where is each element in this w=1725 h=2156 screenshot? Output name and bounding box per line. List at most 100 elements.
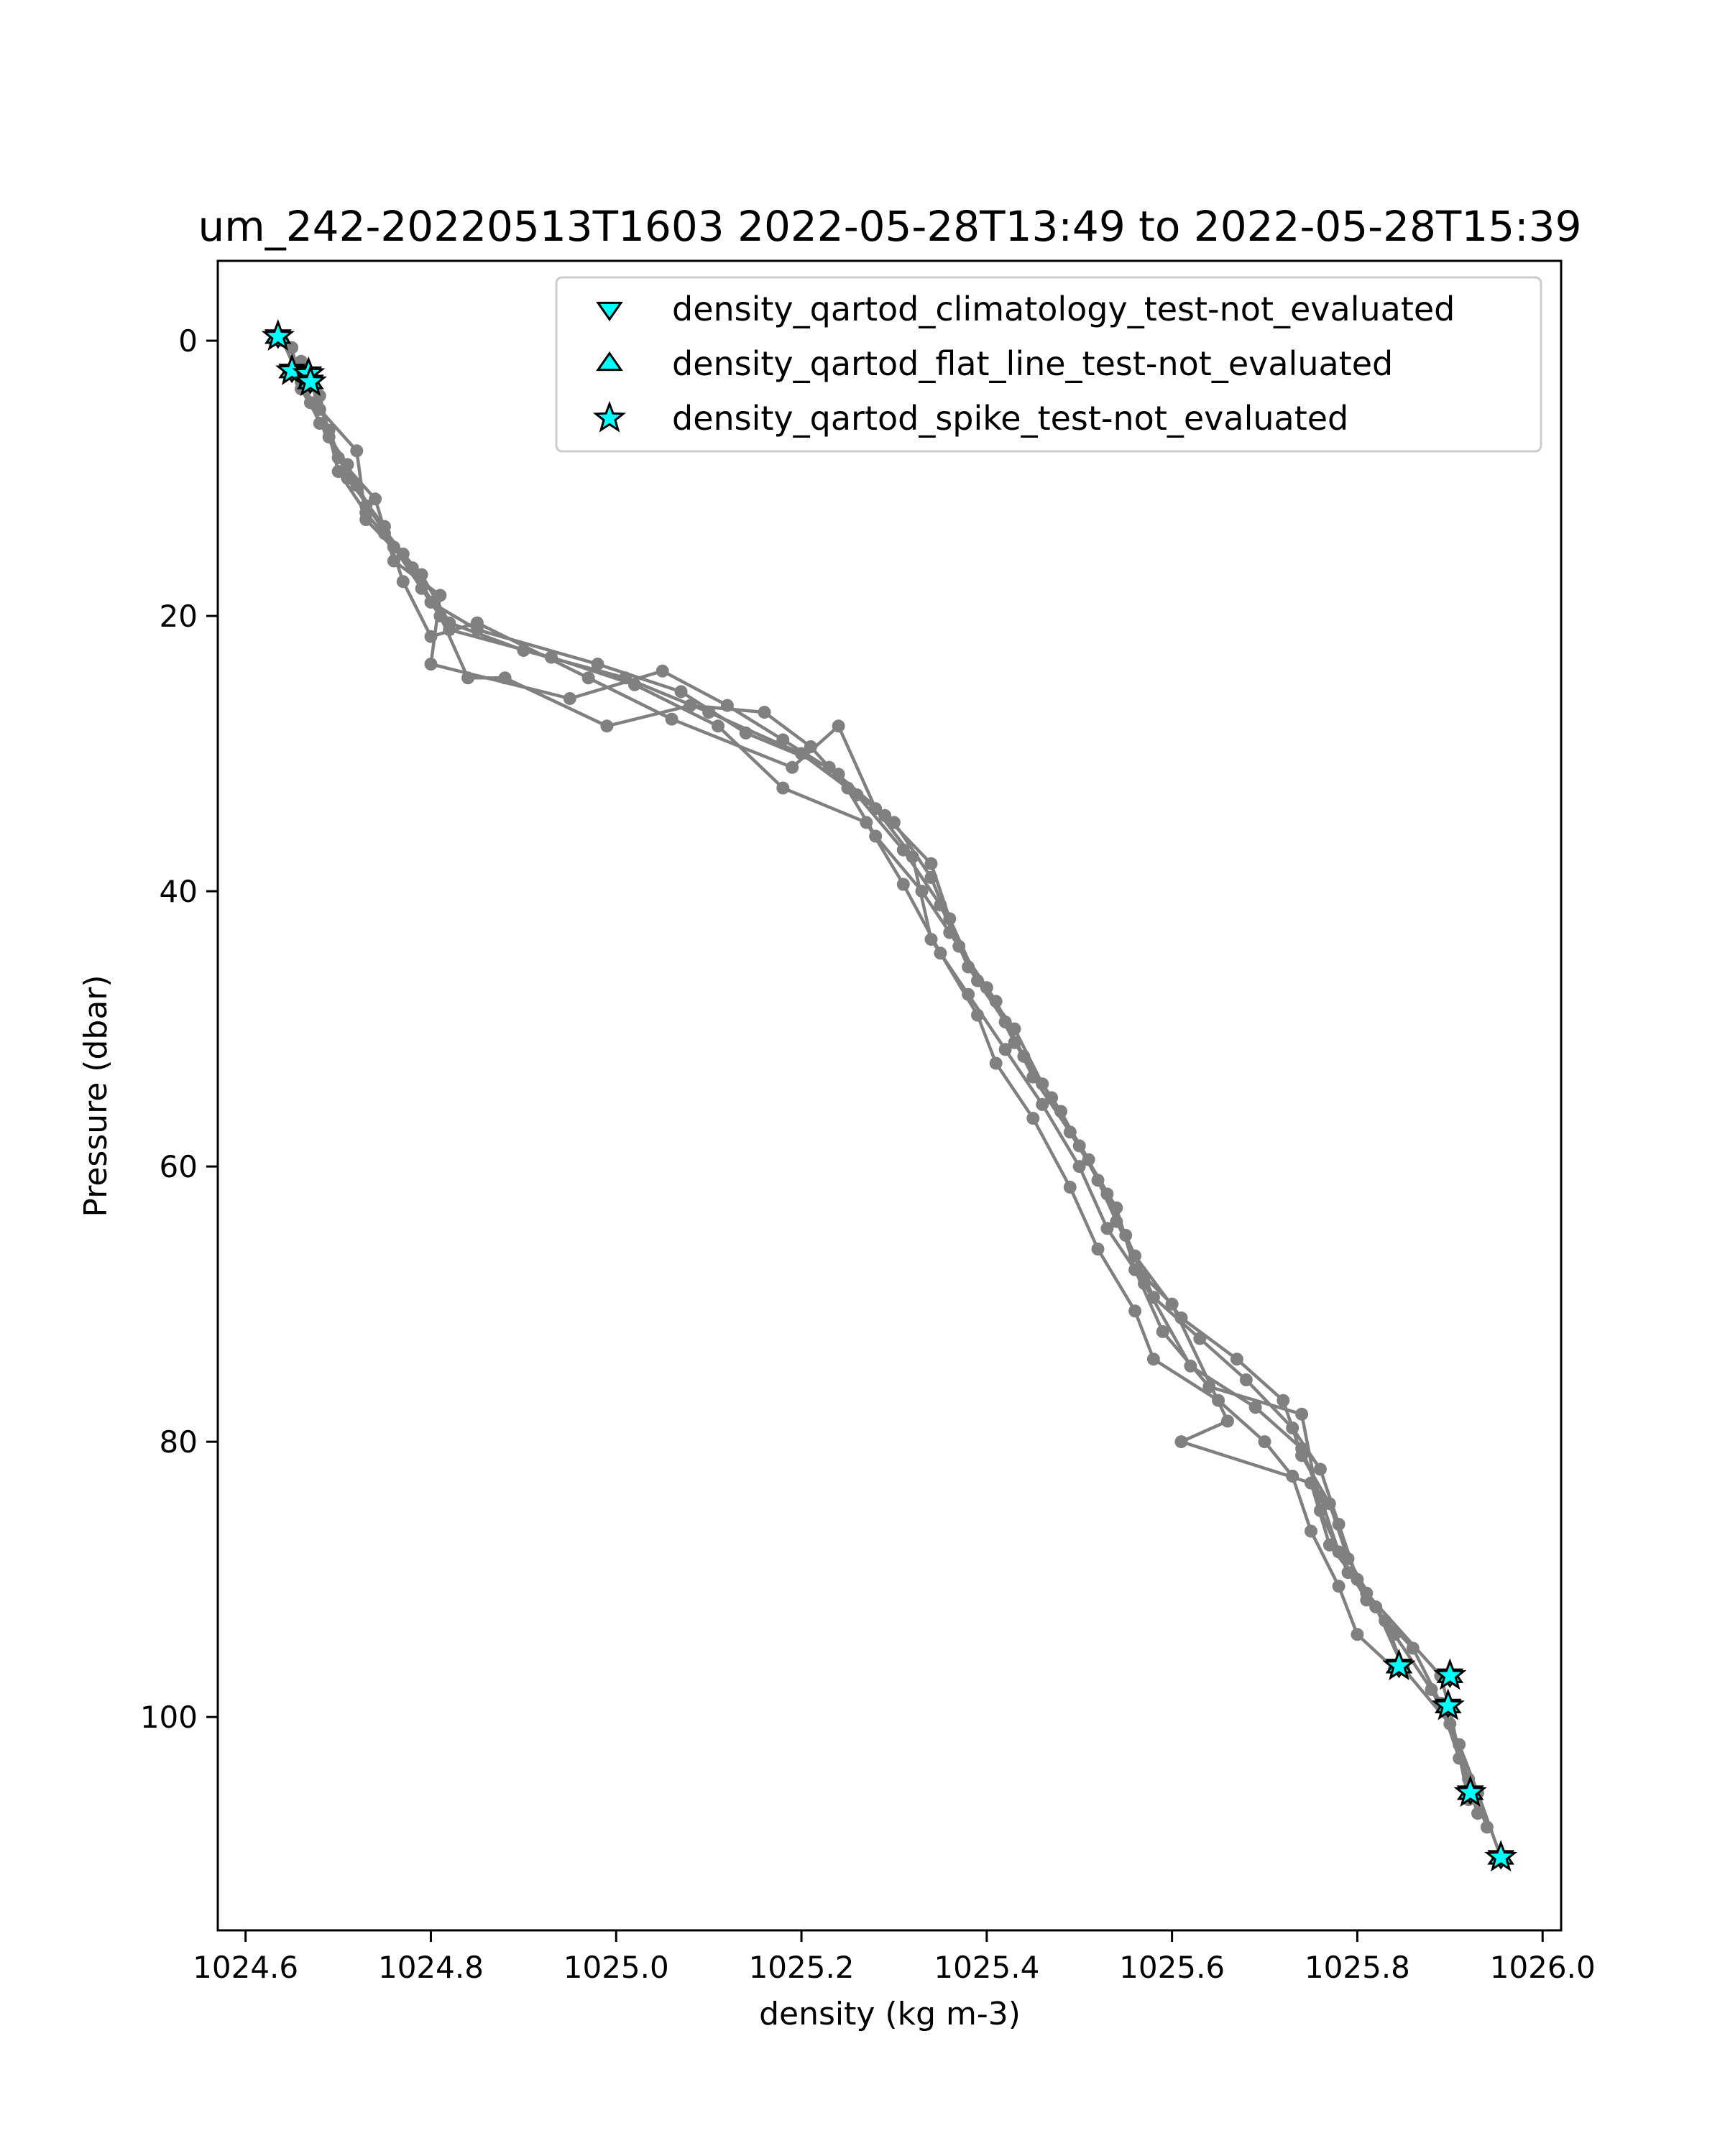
data-point — [1156, 1325, 1169, 1338]
data-point — [1322, 1497, 1336, 1511]
data-point — [1165, 1297, 1179, 1311]
y-tick-label: 20 — [160, 599, 198, 634]
data-point — [1453, 1751, 1466, 1765]
data-point — [1128, 1304, 1142, 1318]
data-point — [1295, 1407, 1309, 1421]
data-point — [841, 781, 855, 795]
x-axis-label: density (kg m-3) — [759, 1996, 1021, 2032]
plot-data-layer — [261, 319, 1518, 1872]
data-point — [665, 712, 678, 726]
plot-area-frame — [216, 259, 1563, 1932]
x-tick-label: 1025.4 — [934, 1950, 1039, 1985]
y-tick-label: 100 — [140, 1700, 198, 1735]
data-point — [684, 699, 697, 712]
data-point — [1258, 1435, 1271, 1449]
data-point — [1091, 1243, 1105, 1256]
data-point — [896, 877, 910, 891]
data-point — [1332, 1545, 1346, 1559]
data-point — [1305, 1524, 1317, 1538]
legend-label: density_qartod_climatology_test-not_eval… — [672, 290, 1455, 328]
data-point — [860, 816, 873, 829]
x-tick-label: 1025.0 — [564, 1950, 669, 1985]
data-point — [758, 706, 771, 719]
legend-item-triangle-down: density_qartod_climatology_test-not_eval… — [596, 290, 1455, 328]
data-point — [1351, 1628, 1364, 1641]
data-point — [1212, 1393, 1225, 1407]
data-point — [998, 1043, 1012, 1056]
data-point — [359, 506, 373, 520]
data-point — [1110, 1201, 1123, 1215]
data-point — [591, 658, 604, 671]
data-point — [1221, 1414, 1234, 1428]
data-point — [1072, 1160, 1086, 1174]
profile-line — [308, 374, 1405, 1669]
spike-flag-marker — [1431, 1688, 1465, 1720]
y-tick-label: 60 — [160, 1149, 198, 1184]
data-point — [1072, 1139, 1086, 1153]
data-point — [1295, 1442, 1309, 1455]
data-point — [1036, 1077, 1049, 1091]
flagged-points — [261, 319, 1518, 1872]
spike-flag-marker — [1484, 1840, 1518, 1872]
data-point — [1286, 1470, 1300, 1483]
triangle-down-legend-marker — [596, 301, 623, 322]
profile-series-1 — [276, 334, 1508, 1864]
data-point — [1008, 1022, 1021, 1036]
x-tick-label: 1025.2 — [749, 1950, 855, 1985]
data-point — [1248, 1401, 1262, 1414]
profile-series-3 — [295, 354, 1476, 1807]
spike-flag-marker — [1453, 1775, 1487, 1807]
data-point — [1230, 1353, 1243, 1366]
data-point — [415, 581, 428, 595]
data-point — [1313, 1462, 1327, 1476]
data-point — [1138, 1276, 1151, 1290]
data-point — [1146, 1353, 1160, 1366]
data-point — [600, 719, 614, 733]
data-point — [424, 630, 438, 643]
data-point — [776, 733, 790, 747]
data-point — [1026, 1112, 1040, 1125]
legend-label: density_qartod_flat_line_test-not_evalua… — [672, 344, 1393, 383]
data-point — [656, 664, 669, 678]
y-axis-label: Pressure (dbar) — [78, 975, 114, 1217]
data-point — [1332, 1580, 1346, 1593]
x-tick-label: 1025.6 — [1119, 1950, 1225, 1985]
profile-line — [281, 340, 1503, 1858]
data-point — [1036, 1097, 1049, 1111]
profile-line — [300, 367, 1396, 1670]
data-point — [563, 692, 576, 705]
data-point — [1202, 1380, 1216, 1393]
data-point — [443, 623, 456, 637]
data-point — [1239, 1373, 1253, 1386]
data-point — [387, 540, 400, 554]
data-point — [1063, 1180, 1077, 1194]
data-point — [971, 974, 984, 987]
data-point — [989, 1056, 1003, 1070]
profile-line — [308, 381, 1480, 1814]
data-point — [303, 396, 317, 410]
data-point — [369, 492, 382, 506]
data-point — [832, 768, 845, 781]
x-tick-label: 1025.8 — [1305, 1950, 1410, 1985]
data-point — [869, 802, 883, 816]
profile-line — [299, 361, 1471, 1800]
data-point — [461, 671, 474, 685]
profile-series-6 — [295, 361, 1401, 1676]
triangle-up-legend-marker — [596, 351, 623, 372]
legend: density_qartod_climatology_test-not_eval… — [555, 276, 1542, 453]
data-point — [1100, 1222, 1114, 1235]
x-axis: 1024.6 1024.8 1025.0 1025.2 1025.4 1025.6 1025… — [193, 1930, 1596, 1985]
data-point — [350, 444, 364, 458]
data-point — [776, 781, 790, 795]
data-point — [786, 760, 799, 774]
data-point — [470, 616, 484, 630]
data-point — [545, 650, 558, 664]
data-point — [832, 719, 845, 733]
spike-flag-marker — [1382, 1649, 1416, 1680]
profile-line — [290, 347, 1489, 1828]
data-point — [906, 850, 919, 864]
data-point — [943, 912, 957, 926]
data-point — [1406, 1641, 1420, 1655]
